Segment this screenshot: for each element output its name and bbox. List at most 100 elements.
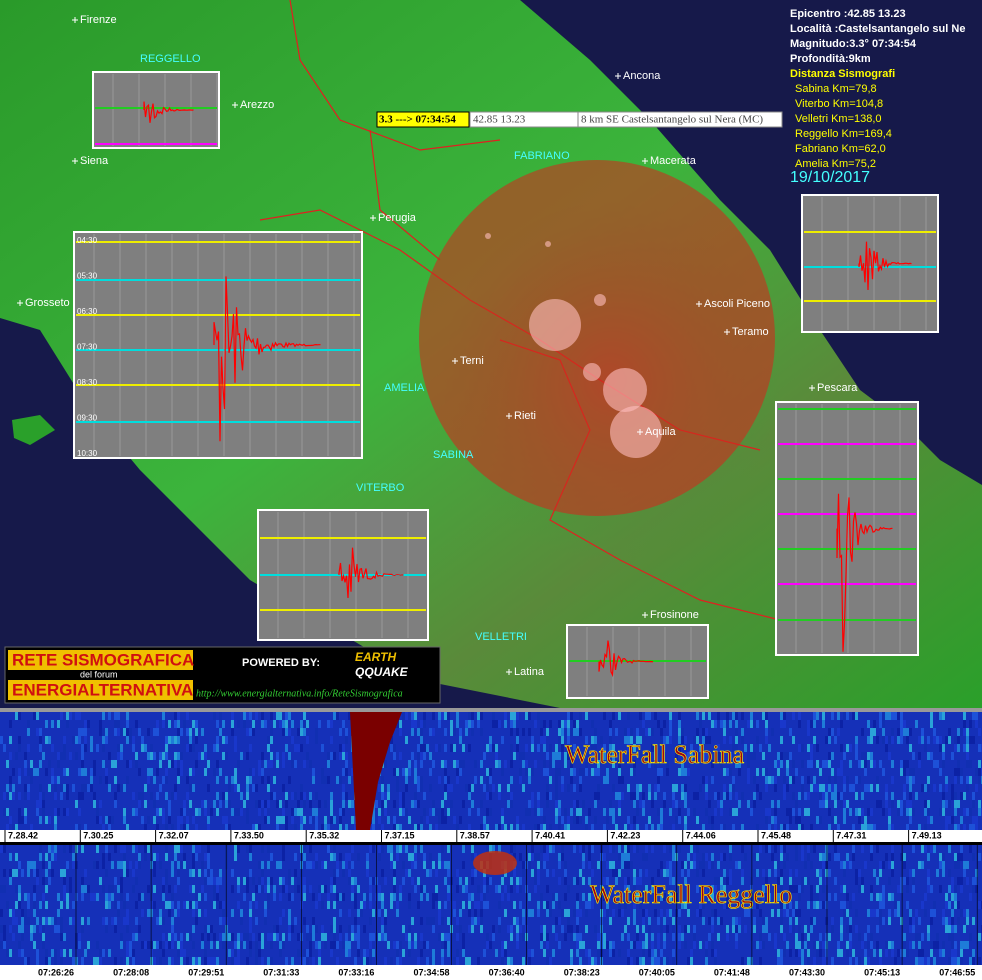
- waterfall-noise: [567, 784, 570, 792]
- waterfall-noise: [576, 909, 579, 917]
- waterfall-noise: [291, 808, 294, 816]
- waterfall-noise: [861, 885, 864, 893]
- waterfall-noise: [411, 752, 414, 760]
- waterfall-noise: [522, 760, 525, 768]
- waterfall-noise: [198, 869, 201, 877]
- waterfall-noise: [414, 712, 417, 720]
- waterfall-noise: [543, 768, 546, 776]
- waterfall-noise: [246, 792, 249, 800]
- waterfall-noise: [978, 728, 981, 736]
- waterfall-noise: [150, 861, 153, 869]
- waterfall-noise: [111, 917, 114, 925]
- waterfall-noise: [204, 869, 207, 877]
- waterfall-noise: [576, 877, 579, 885]
- waterfall-noise: [18, 901, 21, 909]
- waterfall-noise: [567, 752, 570, 760]
- waterfall-noise: [303, 845, 306, 853]
- waterfall-noise: [21, 917, 24, 925]
- waterfall-noise: [636, 877, 639, 885]
- waterfall-noise: [12, 824, 15, 832]
- waterfall-noise: [912, 776, 915, 784]
- waterfall-noise: [654, 893, 657, 901]
- waterfall-title: WaterFall Reggello: [590, 880, 792, 909]
- waterfall-noise: [525, 808, 528, 816]
- waterfall-noise: [417, 845, 420, 853]
- waterfall-noise: [495, 744, 498, 752]
- waterfall-noise: [696, 728, 699, 736]
- waterfall-noise: [9, 752, 12, 760]
- time-label: 07:38:23: [564, 967, 600, 977]
- waterfall-noise: [372, 909, 375, 917]
- waterfall-noise: [417, 824, 420, 832]
- waterfall-noise: [318, 800, 321, 808]
- waterfall-noise: [348, 925, 351, 933]
- waterfall-noise: [537, 824, 540, 832]
- waterfall-noise: [723, 869, 726, 877]
- waterfall-noise: [951, 877, 954, 885]
- waterfall-noise: [936, 941, 939, 949]
- waterfall-noise: [663, 941, 666, 949]
- waterfall-noise: [321, 824, 324, 832]
- waterfall-noise: [819, 784, 822, 792]
- waterfall-noise: [573, 933, 576, 941]
- waterfall-noise: [237, 845, 240, 853]
- waterfall-noise: [936, 712, 939, 720]
- waterfall-noise: [483, 893, 486, 901]
- waterfall-noise: [693, 792, 696, 800]
- waterfall-noise: [297, 800, 300, 808]
- waterfall-noise: [765, 784, 768, 792]
- waterfall-noise: [141, 941, 144, 949]
- station-labels: REGGELLO FABRIANO AMELIA SABINA VITERBO …: [140, 53, 570, 643]
- waterfall-noise: [204, 800, 207, 808]
- waterfall-noise: [915, 909, 918, 917]
- waterfall-noise: [450, 720, 453, 728]
- waterfall-noise: [207, 869, 210, 877]
- time-label: 7.38.57: [460, 830, 490, 840]
- waterfall-noise: [30, 760, 33, 768]
- waterfall-noise: [534, 877, 537, 885]
- waterfall-noise: [33, 861, 36, 869]
- waterfall-noise: [549, 824, 552, 832]
- waterfall-noise: [165, 869, 168, 877]
- waterfall-noise: [51, 768, 54, 776]
- waterfall-noise: [795, 869, 798, 877]
- waterfall-noise: [78, 768, 81, 776]
- waterfall-noise: [558, 853, 561, 861]
- waterfall-noise: [213, 877, 216, 885]
- waterfall-noise: [189, 784, 192, 792]
- waterfall-noise: [648, 712, 651, 720]
- waterfall-noise: [231, 885, 234, 893]
- waterfall-noise: [81, 957, 84, 965]
- waterfall-noise: [519, 925, 522, 933]
- waterfall-noise: [795, 901, 798, 909]
- waterfall-noise: [954, 800, 957, 808]
- waterfall-noise: [570, 808, 573, 816]
- waterfall-noise: [846, 712, 849, 720]
- waterfall-noise: [126, 728, 129, 736]
- waterfall-noise: [861, 877, 864, 885]
- waterfall-noise: [516, 941, 519, 949]
- waterfall-noise: [417, 957, 420, 965]
- waterfall-noise: [471, 845, 474, 853]
- waterfall-noise: [177, 861, 180, 869]
- waterfall-noise: [354, 824, 357, 832]
- waterfall-noise: [603, 877, 606, 885]
- waterfall-noise: [411, 712, 414, 720]
- waterfall-noise: [276, 752, 279, 760]
- waterfall-noise: [177, 869, 180, 877]
- waterfall-noise: [867, 808, 870, 816]
- waterfall-event: [350, 712, 402, 830]
- waterfall-noise: [705, 808, 708, 816]
- waterfall-noise: [99, 949, 102, 957]
- waterfall-noise: [795, 845, 798, 853]
- waterfall-noise: [945, 893, 948, 901]
- waterfall-noise: [966, 784, 969, 792]
- waterfall-noise: [921, 784, 924, 792]
- waterfall-noise: [267, 933, 270, 941]
- waterfall-noise: [276, 712, 279, 720]
- waterfall-noise: [843, 752, 846, 760]
- waterfall-noise: [804, 808, 807, 816]
- waterfall-noise: [543, 949, 546, 957]
- waterfall-noise: [639, 877, 642, 885]
- waterfall-noise: [27, 861, 30, 869]
